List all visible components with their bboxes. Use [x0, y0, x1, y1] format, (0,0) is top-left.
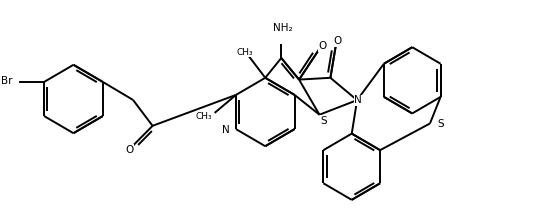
Text: Br: Br — [2, 76, 13, 86]
Text: NH₂: NH₂ — [273, 23, 293, 33]
Text: O: O — [125, 145, 133, 155]
Text: O: O — [318, 41, 327, 51]
Text: N: N — [222, 125, 230, 135]
Text: S: S — [320, 116, 327, 126]
Text: N: N — [354, 95, 362, 105]
Text: O: O — [334, 36, 342, 46]
Text: S: S — [438, 118, 445, 128]
Text: CH₃: CH₃ — [236, 48, 253, 57]
Text: CH₃: CH₃ — [195, 112, 212, 121]
